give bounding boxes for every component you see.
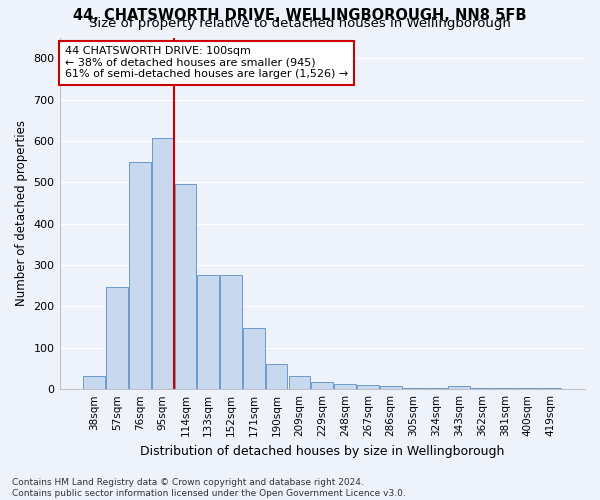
Bar: [220, 274, 242, 389]
Bar: [197, 274, 219, 389]
Bar: [425, 388, 447, 389]
Bar: [517, 388, 538, 389]
Bar: [380, 386, 401, 389]
Y-axis label: Number of detached properties: Number of detached properties: [15, 120, 28, 306]
Text: Contains HM Land Registry data © Crown copyright and database right 2024.
Contai: Contains HM Land Registry data © Crown c…: [12, 478, 406, 498]
Bar: [266, 364, 287, 389]
X-axis label: Distribution of detached houses by size in Wellingborough: Distribution of detached houses by size …: [140, 444, 505, 458]
Bar: [539, 388, 561, 389]
Bar: [106, 286, 128, 389]
Bar: [471, 388, 493, 389]
Bar: [129, 162, 151, 389]
Bar: [289, 376, 310, 389]
Bar: [334, 384, 356, 389]
Bar: [83, 376, 105, 389]
Text: 44 CHATSWORTH DRIVE: 100sqm
← 38% of detached houses are smaller (945)
61% of se: 44 CHATSWORTH DRIVE: 100sqm ← 38% of det…: [65, 46, 348, 80]
Bar: [357, 385, 379, 389]
Bar: [311, 382, 333, 389]
Bar: [243, 328, 265, 389]
Text: 44, CHATSWORTH DRIVE, WELLINGBOROUGH, NN8 5FB: 44, CHATSWORTH DRIVE, WELLINGBOROUGH, NN…: [73, 8, 527, 22]
Bar: [152, 138, 173, 389]
Bar: [175, 184, 196, 389]
Bar: [403, 388, 424, 389]
Bar: [448, 386, 470, 389]
Text: Size of property relative to detached houses in Wellingborough: Size of property relative to detached ho…: [89, 18, 511, 30]
Bar: [494, 388, 515, 389]
